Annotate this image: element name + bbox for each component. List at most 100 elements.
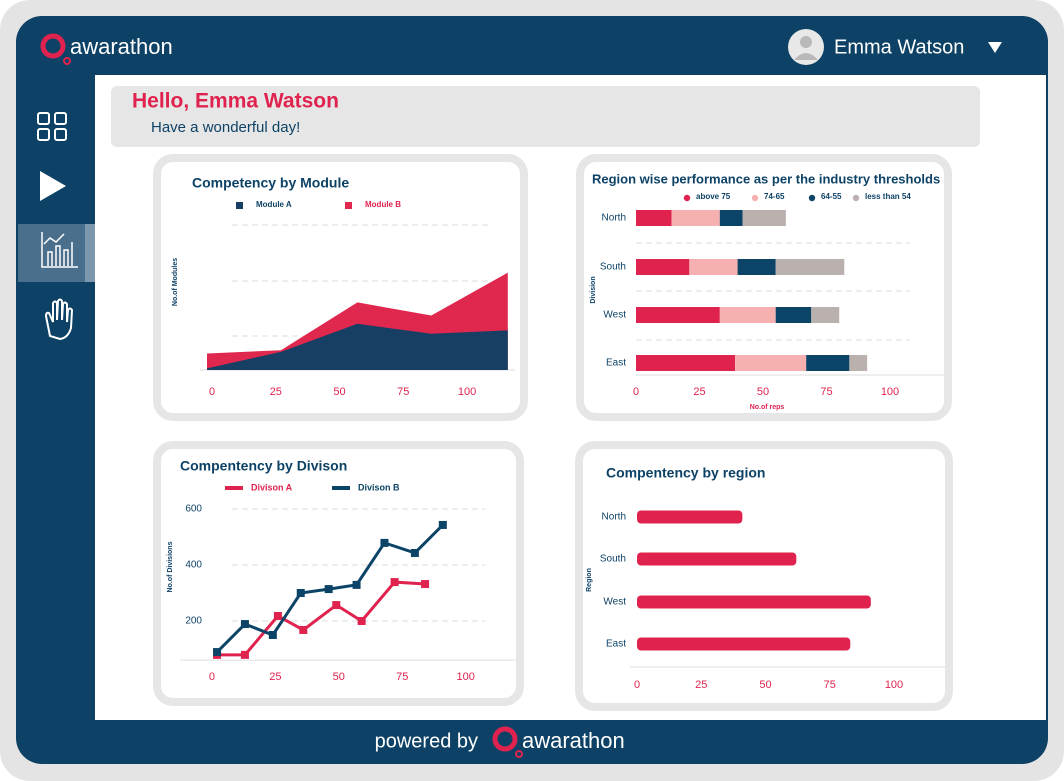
icon-cell [37, 112, 50, 125]
category-label: East [606, 358, 626, 369]
chart-title: Compentency by Divison [180, 458, 347, 474]
x-tick-label: 50 [333, 671, 345, 683]
legend-dot [808, 194, 816, 202]
icon-cell [54, 128, 67, 141]
x-tick-label: 50 [759, 679, 771, 691]
bar-segment [737, 259, 776, 275]
dropdown-arrow [988, 42, 1002, 53]
point [380, 538, 389, 547]
bar-segment [689, 259, 738, 275]
point [213, 648, 222, 657]
nav-chart[interactable] [41, 232, 78, 268]
x-tick-label: 75 [820, 386, 832, 398]
x-tick-label: 50 [333, 386, 345, 398]
y-axis-label: Division [590, 276, 597, 303]
point [268, 631, 277, 639]
legend-dot [852, 194, 860, 202]
sidebar [18, 112, 95, 341]
bar-segment [636, 307, 720, 323]
legend-label: Divison B [358, 482, 400, 492]
logo-dot [63, 57, 71, 65]
card [153, 154, 528, 421]
logo-mark [40, 33, 66, 59]
nav-play[interactable] [40, 171, 66, 201]
point [421, 580, 430, 589]
legend-label: Module B [365, 200, 401, 209]
y-tick-label: 400 [185, 560, 202, 571]
chart-title: Region wise performance as per the indus… [592, 171, 940, 186]
icon-cell [37, 128, 50, 141]
bar-segment [671, 210, 720, 226]
icon-trend [43, 233, 65, 245]
legend-label: 74-65 [764, 192, 785, 201]
legend-label: Divison A [251, 482, 293, 492]
footer-logo[interactable]: awarathon [492, 726, 625, 758]
x-tick-label: 50 [757, 386, 769, 398]
bar-segment [849, 355, 868, 371]
avatar-head [800, 36, 812, 48]
category-label: East [606, 639, 626, 650]
x-tick-label: 0 [633, 386, 639, 398]
point [332, 601, 341, 610]
line [217, 580, 426, 657]
bar-segment [636, 259, 690, 275]
legend-swatch [345, 202, 352, 209]
legend-label: above 75 [696, 192, 731, 201]
nav-hand[interactable] [44, 298, 74, 341]
legend-dot [683, 194, 691, 202]
bar [637, 637, 851, 651]
category-label: South [600, 554, 626, 565]
area [207, 323, 508, 370]
bar [637, 595, 871, 609]
chart-title: Compentency by region [606, 465, 765, 481]
icon-axis [41, 232, 78, 268]
point [410, 548, 419, 557]
y-tick-label: 600 [185, 504, 202, 515]
point [352, 580, 361, 589]
y-axis-label: Region [586, 568, 593, 592]
point [240, 650, 249, 659]
x-tick-label: 25 [269, 671, 281, 683]
point [324, 585, 333, 594]
legend-label: 64-55 [821, 192, 842, 201]
bar-segment [742, 210, 786, 226]
bar-segment [719, 210, 743, 226]
y-axis-label: No.of Modules [172, 258, 179, 306]
point [390, 578, 399, 587]
x-tick-label: 0 [209, 671, 215, 683]
avatar-body [794, 53, 818, 60]
bar-segment [636, 355, 736, 371]
legend-dot [751, 194, 759, 202]
bar [637, 510, 743, 524]
nav-grid[interactable] [37, 112, 67, 141]
user-menu[interactable]: Emma Watson [788, 29, 1002, 65]
header-logo[interactable]: awarathon [40, 33, 173, 65]
category-label: North [602, 512, 626, 523]
bar [637, 552, 797, 566]
bar-segment [806, 355, 850, 371]
point [296, 589, 305, 597]
logo-text: awarathon [70, 34, 173, 59]
x-axis-label: No.of reps [750, 404, 785, 411]
greeting-title: Hello, Emma Watson [132, 90, 339, 113]
chart-title: Competency by Module [192, 175, 349, 191]
point [273, 611, 282, 620]
x-tick-label: 100 [456, 671, 474, 683]
logo-text: awarathon [522, 728, 625, 753]
category-label: North [602, 213, 626, 224]
footer-text: powered by [375, 730, 478, 752]
bar-segment [719, 307, 776, 323]
bar-segment [811, 307, 840, 323]
icon-bars [47, 242, 73, 266]
user-name: Emma Watson [834, 36, 964, 58]
x-tick-label: 25 [693, 386, 705, 398]
logo-dot [515, 750, 523, 758]
greeting-box [111, 86, 980, 147]
legend-label: less than 54 [865, 192, 911, 201]
y-tick-label: 200 [185, 616, 202, 627]
x-tick-label: 75 [824, 679, 836, 691]
point [438, 520, 447, 529]
x-tick-label: 75 [397, 386, 409, 398]
bar-segment [735, 355, 807, 371]
